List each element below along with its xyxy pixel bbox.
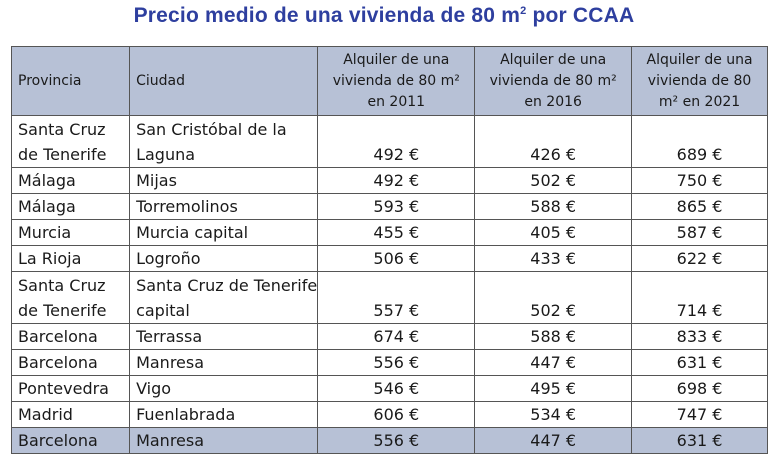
table-row: Santa Cruz de Tenerife San Cristóbal de … xyxy=(10,115,768,168)
page-title: Precio medio de una vivienda de 80 m2 po… xyxy=(133,4,635,27)
cell-2016: 447 € xyxy=(474,349,633,376)
cell-ciudad: San Cristóbal de la Laguna xyxy=(129,115,319,168)
cell-2011: 606 € xyxy=(317,401,476,428)
table-row: Málaga Torremolinos 593 € 588 € 865 € xyxy=(10,193,768,220)
cell-provincia: Murcia xyxy=(10,219,131,246)
cell-2021: 631 € xyxy=(631,427,768,454)
header-ciudad: Ciudad xyxy=(129,46,319,116)
table-row: Pontevedra Vigo 546 € 495 € 698 € xyxy=(10,375,768,402)
cell-2021: 747 € xyxy=(631,401,768,428)
superscript-two: 2 xyxy=(520,5,527,17)
cell-2011: 556 € xyxy=(317,349,476,376)
table-row: Málaga Mijas 492 € 502 € 750 € xyxy=(10,167,768,194)
cell-2011: 557 € xyxy=(317,271,476,324)
cell-2021: 622 € xyxy=(631,245,768,272)
cell-2016: 433 € xyxy=(474,245,633,272)
cell-2016: 588 € xyxy=(474,193,633,220)
cell-2021: 698 € xyxy=(631,375,768,402)
cell-2016: 502 € xyxy=(474,271,633,324)
cell-ciudad: Logroño xyxy=(129,245,319,272)
cell-ciudad: Murcia capital xyxy=(129,219,319,246)
cell-2011: 492 € xyxy=(317,115,476,168)
cell-provincia: La Rioja xyxy=(10,245,131,272)
cell-ciudad: Fuenlabrada xyxy=(129,401,319,428)
cell-2021: 865 € xyxy=(631,193,768,220)
cell-2016: 502 € xyxy=(474,167,633,194)
cell-2021: 587 € xyxy=(631,219,768,246)
cell-2016: 447 € xyxy=(474,427,633,454)
cell-2011: 506 € xyxy=(317,245,476,272)
cell-provincia: Málaga xyxy=(10,167,131,194)
cell-2011: 546 € xyxy=(317,375,476,402)
table-row: Santa Cruz de Tenerife Santa Cruz de Ten… xyxy=(10,271,768,324)
cell-ciudad: Terrassa xyxy=(129,323,319,350)
header-provincia: Provincia xyxy=(10,46,131,116)
rent-table: Provincia Ciudad Alquiler de una viviend… xyxy=(10,46,768,454)
cell-provincia: Barcelona xyxy=(10,427,131,454)
cell-provincia: Santa Cruz de Tenerife xyxy=(10,115,131,168)
cell-provincia: Madrid xyxy=(10,401,131,428)
table-row: La Rioja Logroño 506 € 433 € 622 € xyxy=(10,245,768,272)
cell-ciudad: Torremolinos xyxy=(129,193,319,220)
cell-2016: 588 € xyxy=(474,323,633,350)
header-2011: Alquiler de una vivienda de 80 m² en 201… xyxy=(317,46,476,116)
cell-2021: 750 € xyxy=(631,167,768,194)
cell-2021: 689 € xyxy=(631,115,768,168)
cell-2011: 556 € xyxy=(317,427,476,454)
cell-provincia: Pontevedra xyxy=(10,375,131,402)
cell-ciudad: Manresa xyxy=(129,349,319,376)
cell-ciudad: Vigo xyxy=(129,375,319,402)
highlighted-table-row: Barcelona Manresa 556 € 447 € 631 € xyxy=(10,427,768,454)
cell-2011: 593 € xyxy=(317,193,476,220)
cell-2016: 534 € xyxy=(474,401,633,428)
cell-2011: 455 € xyxy=(317,219,476,246)
table-row: Murcia Murcia capital 455 € 405 € 587 € xyxy=(10,219,768,246)
table-header-row: Provincia Ciudad Alquiler de una viviend… xyxy=(10,46,768,116)
cell-2016: 405 € xyxy=(474,219,633,246)
cell-ciudad: Santa Cruz de Tenerife capital xyxy=(129,271,319,324)
table-row: Barcelona Terrassa 674 € 588 € 833 € xyxy=(10,323,768,350)
cell-provincia: Barcelona xyxy=(10,323,131,350)
table-row: Barcelona Manresa 556 € 447 € 631 € xyxy=(10,349,768,376)
cell-2016: 426 € xyxy=(474,115,633,168)
cell-2011: 674 € xyxy=(317,323,476,350)
table-row: Madrid Fuenlabrada 606 € 534 € 747 € xyxy=(10,401,768,428)
cell-2021: 714 € xyxy=(631,271,768,324)
header-2016: Alquiler de una vivienda de 80 m² en 201… xyxy=(474,46,633,116)
cell-provincia: Santa Cruz de Tenerife xyxy=(10,271,131,324)
cell-2021: 631 € xyxy=(631,349,768,376)
cell-2011: 492 € xyxy=(317,167,476,194)
header-2021: Alquiler de una vivienda de 80 m² en 202… xyxy=(631,46,768,116)
cell-2021: 833 € xyxy=(631,323,768,350)
cell-provincia: Málaga xyxy=(10,193,131,220)
cell-ciudad: Mijas xyxy=(129,167,319,194)
cell-provincia: Barcelona xyxy=(10,349,131,376)
cell-ciudad: Manresa xyxy=(129,427,319,454)
cell-2016: 495 € xyxy=(474,375,633,402)
